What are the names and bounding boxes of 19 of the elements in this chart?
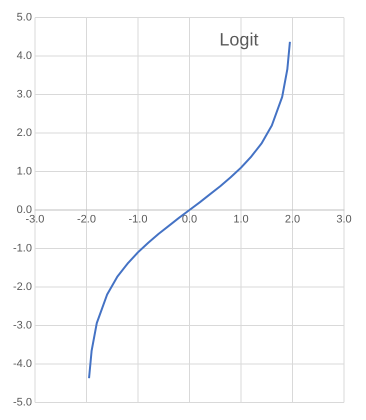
y-tick-label: 0.0	[16, 204, 32, 216]
y-tick-label: -2.0	[12, 280, 32, 293]
y-tick-label: -3.0	[12, 319, 32, 332]
y-tick-label: -4.0	[12, 358, 32, 370]
x-tick-label: -2.0	[76, 214, 96, 226]
x-tick-label: 1.0	[233, 214, 249, 226]
x-tick-label: 3.0	[336, 214, 352, 226]
y-tick-label: -1.0	[12, 242, 32, 255]
text: Logit	[219, 30, 258, 50]
y-tick-label: 1.0	[16, 166, 32, 178]
x-tick-label: 0.0	[182, 214, 198, 226]
x-tick-label: -3.0	[25, 214, 44, 226]
y-tick-label: -5.0	[12, 396, 32, 408]
y-tick-label: 3.0	[16, 88, 32, 101]
y-tick-label: 2.0	[16, 127, 32, 140]
x-tick-label: -1.0	[128, 214, 148, 226]
y-tick-label: 4.0	[16, 50, 32, 62]
x-tick-label: 2.0	[284, 214, 300, 226]
y-tick-label: 5.0	[16, 12, 32, 24]
